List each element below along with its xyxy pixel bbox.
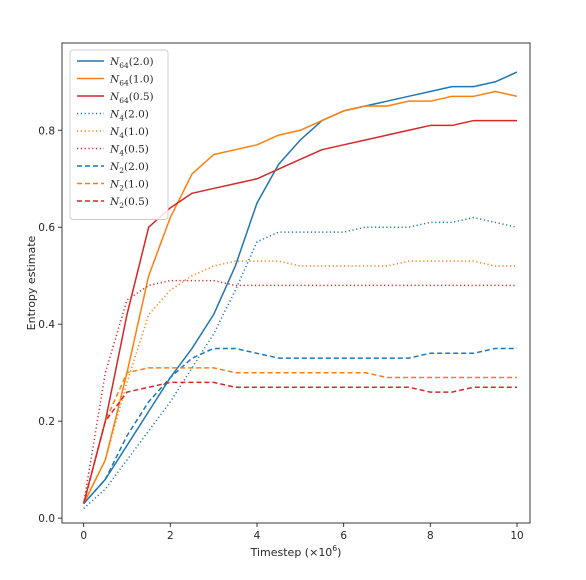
series-line-8: [82, 367, 517, 504]
x-tick-label: 8: [427, 530, 434, 542]
legend-entry-label: N64(2.0): [109, 56, 154, 70]
legend: N64(2.0) N64(1.0) N64(0.5) N4(2.0) N4(1.0) N4…: [69, 49, 169, 220]
x-axis-label: Timestep (×106): [250, 544, 342, 559]
legend-entry-label: N64(0.5): [109, 91, 154, 105]
axis-ticks: 0 2 4 6 8 10 0.0 0.2 0.4 0.6 0.8: [38, 125, 523, 542]
y-axis-label: Entropy estimate: [25, 235, 38, 330]
legend-entry-label: N4(2.0): [109, 109, 149, 123]
legend-box: [69, 49, 169, 220]
series-line-1: [83, 71, 518, 505]
x-tick-label: 2: [167, 530, 174, 542]
legend-entry-label: N2(0.5): [109, 196, 149, 210]
legend-entry-label: N4(1.0): [109, 126, 149, 140]
legend-entry-label: N2(1.0): [109, 179, 149, 193]
legend-entry-label: N64(1.0): [109, 74, 154, 88]
legend-entry-label: N4(0.5): [109, 144, 149, 158]
y-tick-label: 0.8: [38, 125, 55, 137]
plot-area: [82, 71, 518, 510]
series-line-3: [82, 119, 517, 504]
series-line-7: [83, 347, 517, 505]
x-tick-label: 4: [254, 530, 261, 542]
x-tick-label: 10: [510, 530, 523, 542]
x-tick-label: 6: [340, 530, 347, 542]
series-line-9: [82, 381, 517, 504]
series-line-4: [83, 216, 518, 510]
series-line-2: [82, 90, 518, 504]
y-tick-label: 0.4: [38, 319, 55, 331]
y-tick-label: 0.0: [38, 513, 55, 525]
y-tick-label: 0.2: [38, 416, 55, 428]
y-tick-label: 0.6: [38, 222, 55, 234]
x-tick-label: 0: [80, 530, 87, 542]
legend-entry-label: N2(2.0): [109, 161, 149, 175]
axes-frame: [61, 42, 531, 524]
